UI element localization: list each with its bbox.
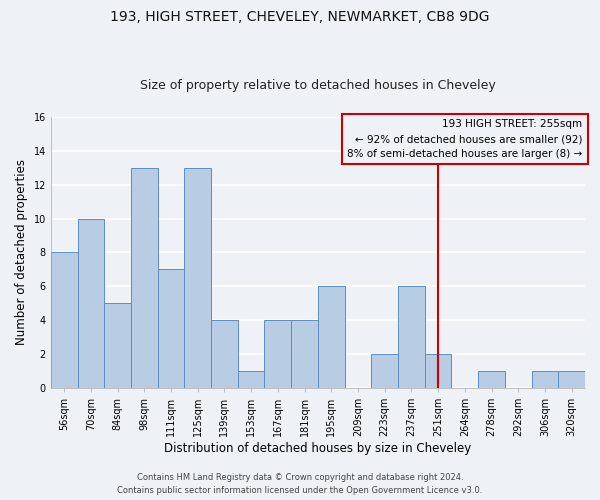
Bar [158,270,184,388]
Bar [238,371,265,388]
Bar [77,218,104,388]
Bar [51,252,77,388]
Bar [211,320,238,388]
Text: 193, HIGH STREET, CHEVELEY, NEWMARKET, CB8 9DG: 193, HIGH STREET, CHEVELEY, NEWMARKET, C… [110,10,490,24]
Title: Size of property relative to detached houses in Cheveley: Size of property relative to detached ho… [140,79,496,92]
Text: Contains HM Land Registry data © Crown copyright and database right 2024.
Contai: Contains HM Land Registry data © Crown c… [118,474,482,495]
Bar [131,168,158,388]
Y-axis label: Number of detached properties: Number of detached properties [15,160,28,346]
Bar [291,320,318,388]
Text: 193 HIGH STREET: 255sqm
← 92% of detached houses are smaller (92)
8% of semi-det: 193 HIGH STREET: 255sqm ← 92% of detache… [347,120,583,159]
Bar [558,371,585,388]
Bar [184,168,211,388]
Bar [265,320,291,388]
Bar [104,304,131,388]
Bar [371,354,398,388]
Bar [398,286,425,388]
X-axis label: Distribution of detached houses by size in Cheveley: Distribution of detached houses by size … [164,442,472,455]
Bar [532,371,558,388]
Bar [425,354,451,388]
Bar [318,286,344,388]
Bar [478,371,505,388]
